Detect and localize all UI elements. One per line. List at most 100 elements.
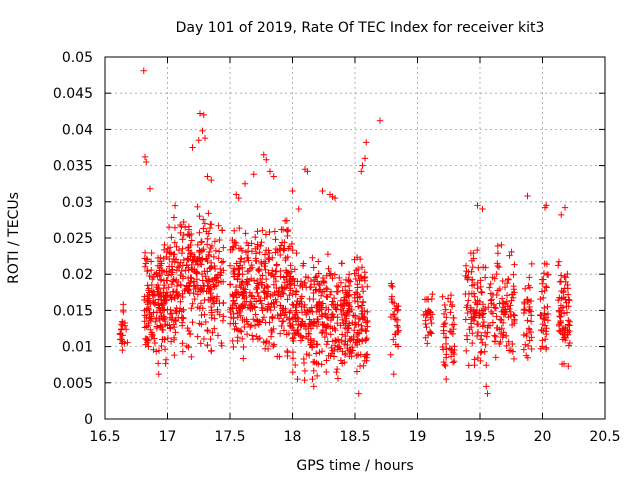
data-point (508, 297, 515, 304)
data-point (555, 258, 563, 265)
data-point (332, 305, 339, 312)
data-point (346, 335, 353, 343)
data-point (200, 225, 207, 232)
data-point (345, 271, 353, 278)
data-point (265, 247, 272, 254)
data-point (157, 254, 164, 261)
data-point (247, 321, 255, 329)
data-point (195, 248, 203, 256)
data-point (171, 351, 178, 359)
data-point (395, 327, 402, 334)
data-point (197, 238, 205, 246)
data-point (319, 274, 327, 282)
data-point (544, 303, 551, 310)
data-point (180, 218, 187, 226)
data-point (300, 359, 308, 367)
data-point (281, 279, 289, 286)
data-point (196, 212, 203, 220)
data-point (140, 67, 147, 74)
data-point (447, 353, 455, 360)
data-point (232, 239, 240, 247)
data-point (295, 205, 302, 213)
data-point (441, 361, 448, 369)
data-point (284, 232, 291, 240)
data-point (495, 263, 503, 271)
data-point (463, 304, 470, 311)
data-point (477, 349, 484, 356)
data-point (352, 275, 360, 283)
data-point (304, 168, 311, 175)
data-point (341, 302, 348, 310)
data-point (208, 309, 215, 316)
data-point (328, 344, 335, 352)
data-point (200, 111, 207, 119)
data-point (470, 317, 478, 325)
data-point (220, 313, 227, 320)
data-point (239, 335, 246, 343)
data-point (474, 328, 482, 336)
data-point (180, 256, 188, 264)
data-point (272, 236, 279, 243)
data-point (376, 117, 384, 124)
data-point (155, 302, 162, 309)
data-point (526, 274, 533, 281)
data-point (446, 327, 454, 335)
data-point (361, 307, 368, 315)
data-point (206, 248, 213, 256)
data-point (218, 227, 226, 234)
data-point (263, 306, 271, 314)
data-point (560, 310, 568, 317)
data-point (207, 347, 215, 355)
data-point (208, 259, 215, 267)
data-point (479, 311, 486, 318)
data-point (499, 334, 506, 341)
data-point (323, 368, 330, 376)
data-point (154, 262, 162, 269)
data-point (263, 282, 271, 290)
data-point (469, 329, 476, 337)
data-point (488, 300, 495, 307)
data-point (483, 383, 490, 390)
data-point (277, 251, 284, 259)
data-point (501, 309, 508, 316)
data-point (284, 296, 291, 303)
data-point (483, 333, 490, 340)
data-point (218, 339, 225, 347)
data-point (286, 243, 294, 250)
data-point (270, 325, 277, 333)
data-point (440, 330, 448, 337)
data-point (494, 242, 501, 250)
data-point (388, 293, 396, 300)
data-point (387, 351, 394, 358)
data-point (293, 249, 300, 257)
data-point (216, 311, 223, 318)
data-point (157, 277, 165, 284)
data-point (219, 258, 227, 265)
data-point (387, 313, 395, 321)
data-point (389, 298, 396, 306)
data-point (238, 247, 246, 254)
data-point (440, 358, 447, 366)
data-point (166, 325, 174, 332)
data-point (257, 242, 264, 249)
data-point (117, 325, 125, 333)
data-point (558, 360, 566, 368)
data-point (146, 185, 154, 192)
data-point (198, 311, 205, 319)
data-point (287, 262, 294, 269)
data-point (474, 202, 481, 209)
data-point (168, 294, 175, 301)
data-point (233, 325, 240, 332)
data-point (439, 293, 446, 300)
data-point (121, 340, 128, 347)
data-point (354, 284, 361, 291)
data-point (252, 298, 260, 305)
data-point (171, 258, 178, 266)
data-point (294, 375, 301, 383)
data-point (169, 266, 176, 273)
data-point (463, 332, 471, 339)
data-point (233, 260, 240, 267)
data-point (312, 274, 319, 281)
data-point (189, 144, 196, 151)
data-point (154, 281, 162, 289)
